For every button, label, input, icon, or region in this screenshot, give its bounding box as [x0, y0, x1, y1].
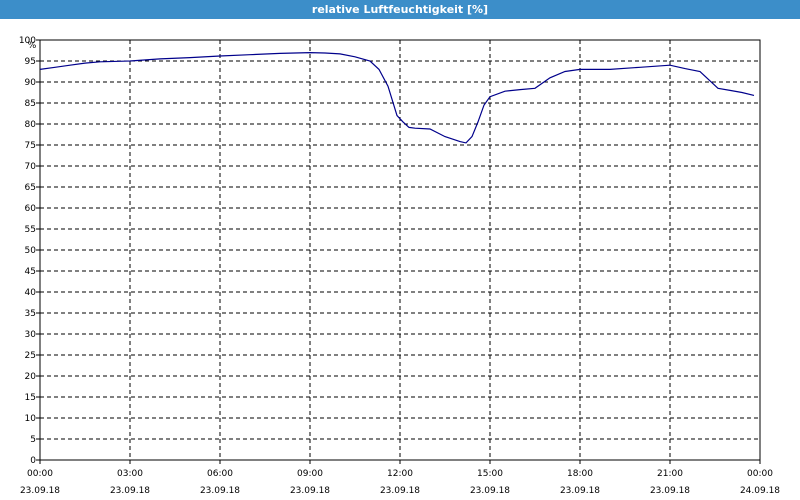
x-tick-date-label: 23.09.18: [290, 486, 330, 496]
window-title: relative Luftfeuchtigkeit [%]: [0, 0, 800, 19]
humidity-series-line: [39, 51, 755, 144]
y-tick-label: 50: [25, 246, 37, 256]
x-tick-time-label: 06:00: [207, 469, 233, 479]
x-tick-time-label: 09:00: [297, 469, 323, 479]
y-tick-label: 60: [25, 204, 37, 214]
y-tick-label: 70: [25, 162, 37, 172]
x-tick-date-label: 23.09.18: [380, 486, 420, 496]
y-tick-label: 80: [25, 120, 37, 130]
x-tick-date-label: 23.09.18: [650, 486, 690, 496]
y-tick-label: 40: [25, 288, 37, 298]
x-tick-time-label: 12:00: [387, 469, 413, 479]
y-tick-label: 5: [30, 435, 36, 445]
y-tick-label: 90: [25, 78, 37, 88]
y-tick-label: 35: [25, 309, 36, 319]
x-tick-date-label: 24.09.18: [740, 486, 780, 496]
x-tick-time-label: 00:00: [747, 469, 773, 479]
x-tick-time-label: 00:00: [27, 469, 53, 479]
y-tick-label: 85: [25, 99, 36, 109]
grid-lines: [40, 40, 760, 460]
humidity-line-chart: 0 5 10 15 20 25 30 35 40 45 50 55 60 65 70 75 80 85 90 95 10…: [19, 36, 781, 496]
x-tick-time-label: 03:00: [117, 469, 143, 479]
y-tick-label: 25: [25, 351, 36, 361]
x-tick-date-label: 23.09.18: [470, 486, 510, 496]
y-tick-label: 75: [25, 141, 36, 151]
x-tick-date-label: 23.09.18: [200, 486, 240, 496]
y-tick-label: 0: [30, 456, 36, 466]
y-tick-label: 45: [25, 267, 36, 277]
y-tick-label: 30: [25, 330, 37, 340]
x-axis-ticks: 00:00 23.09.18 03:00 23.09.18 06:00 23.09.18 0…: [20, 460, 780, 496]
y-tick-label: 95: [25, 57, 36, 67]
y-tick-label: 10: [25, 414, 37, 424]
y-axis-ticks: 0 5 10 15 20 25 30 35 40 45 50 55 60 65 70 75 80 85 90 95 10…: [19, 36, 40, 466]
y-axis-label: %: [28, 41, 37, 51]
x-tick-time-label: 18:00: [567, 469, 593, 479]
x-tick-date-label: 23.09.18: [560, 486, 600, 496]
y-tick-label: 20: [25, 372, 37, 382]
y-tick-label: 55: [25, 225, 36, 235]
y-tick-label: 100: [19, 36, 36, 46]
x-tick-time-label: 21:00: [657, 469, 683, 479]
x-tick-date-label: 23.09.18: [110, 486, 150, 496]
x-tick-date-label: 23.09.18: [20, 486, 60, 496]
x-tick-time-label: 15:00: [477, 469, 503, 479]
y-tick-label: 15: [25, 393, 36, 403]
y-tick-label: 65: [25, 183, 36, 193]
